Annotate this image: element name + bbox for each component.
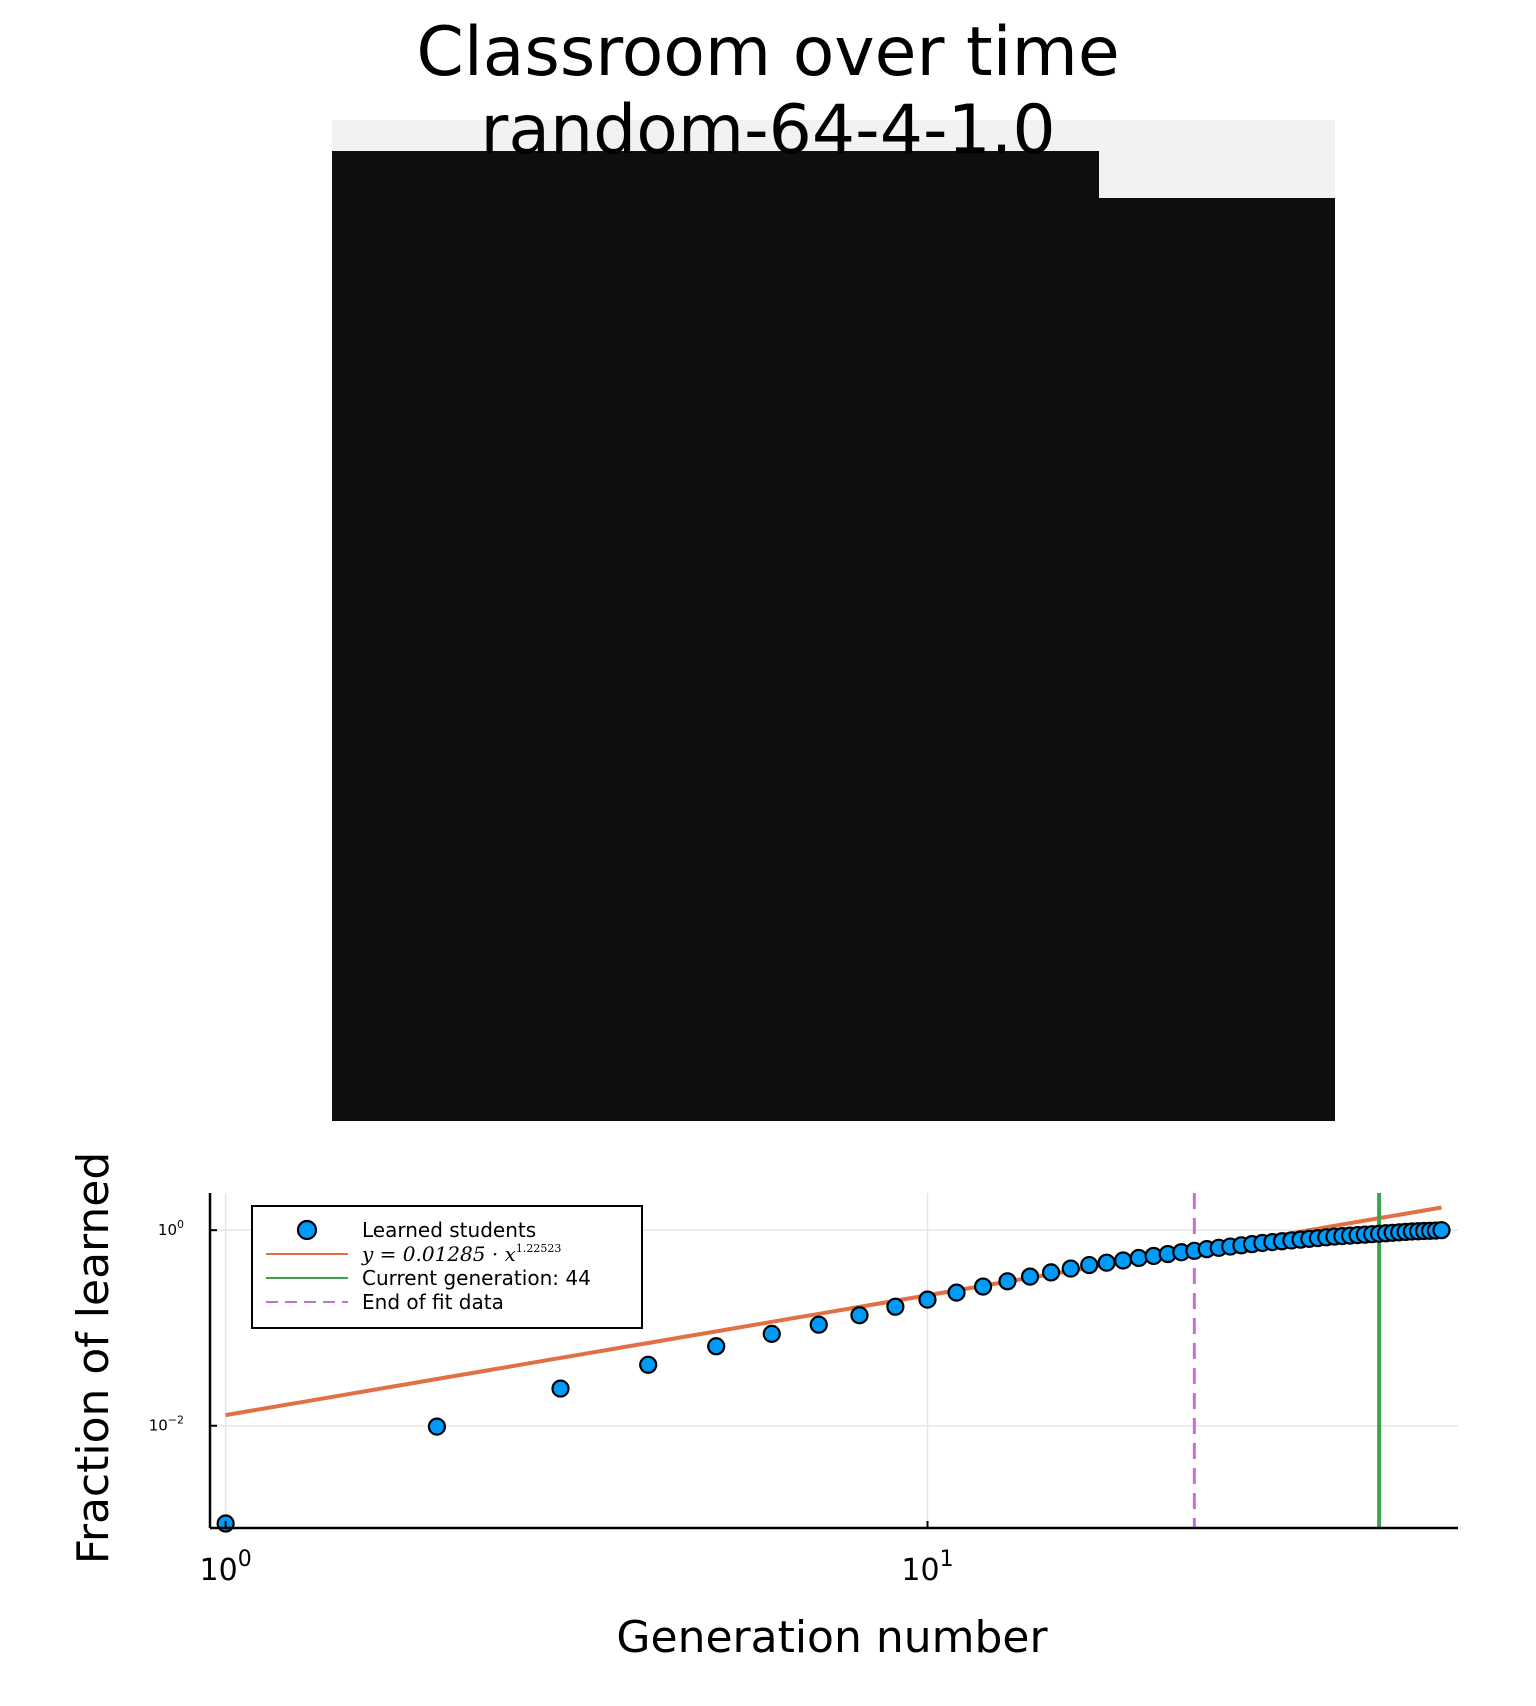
scatter-point bbox=[1114, 1251, 1133, 1270]
y-axis-title: Fraction of learned bbox=[68, 1152, 119, 1564]
x-tick-label: 100 bbox=[200, 1547, 252, 1588]
x-axis-title: Generation number bbox=[616, 1612, 1048, 1663]
scatter-point bbox=[998, 1272, 1017, 1291]
heatmap-learned-region-top bbox=[332, 151, 1099, 198]
chart-title-line-1: Classroom over time bbox=[416, 13, 1120, 92]
scatter-point bbox=[1097, 1253, 1116, 1272]
scatter-point bbox=[973, 1277, 993, 1296]
scatter-point bbox=[1129, 1248, 1148, 1268]
scatter-point bbox=[707, 1337, 726, 1356]
scatter-point bbox=[918, 1290, 937, 1309]
scatter-point bbox=[1041, 1263, 1061, 1282]
scatter-point bbox=[947, 1283, 966, 1302]
scatter-point bbox=[1020, 1267, 1040, 1286]
chart-title-line-2: random-64-4-1.0 bbox=[480, 91, 1056, 170]
scatter-point bbox=[762, 1324, 781, 1343]
scatter-point bbox=[427, 1417, 447, 1436]
y-tick-label: 10−2 bbox=[149, 1414, 184, 1435]
x-tick-label: 101 bbox=[901, 1547, 953, 1588]
legend-marker-learned bbox=[296, 1219, 318, 1241]
scatter-point bbox=[1080, 1255, 1099, 1275]
legend-box bbox=[251, 1205, 643, 1329]
scatter-point bbox=[886, 1297, 905, 1316]
legend-label: End of fit data bbox=[362, 1290, 504, 1314]
legend-label: Current generation: 44 bbox=[362, 1266, 591, 1290]
scatter-point bbox=[809, 1315, 828, 1334]
y-tick-label: 100 bbox=[158, 1218, 184, 1239]
scatter-point bbox=[639, 1355, 658, 1374]
heatmap-learned-region-main bbox=[332, 198, 1335, 1121]
axes: 100 101 100 10−2 bbox=[149, 1193, 1458, 1588]
scatter-point bbox=[1061, 1259, 1080, 1278]
legend-label: Learned students bbox=[362, 1218, 536, 1242]
chart-title: Classroom over time random-64-4-1.0 bbox=[0, 14, 1536, 170]
scatter-point bbox=[850, 1306, 869, 1325]
series-layer bbox=[216, 1193, 1451, 1533]
classroom-heatmap bbox=[332, 120, 1335, 1121]
scatter-point bbox=[551, 1379, 570, 1398]
scatter-point bbox=[1432, 1221, 1451, 1240]
